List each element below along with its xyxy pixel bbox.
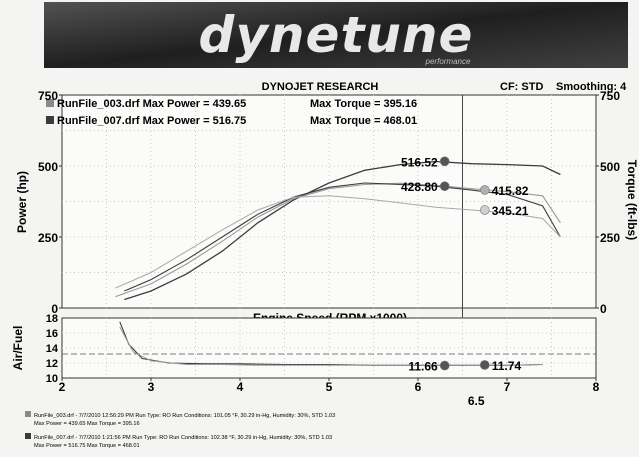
- power-torque-series: [115, 160, 561, 301]
- x-axis-ticks: 2 3 4 5 6 7 8: [59, 378, 600, 394]
- annotation-marker: [479, 205, 490, 215]
- legend-entry-run003: RunFile_003.drf Max Power = 439.65: [57, 98, 246, 110]
- y-tick-label: 0: [51, 302, 58, 316]
- legend-entry-run007: RunFile_007.drf Max Power = 516.75: [57, 115, 246, 127]
- y-axis-label: Power (hp): [15, 171, 29, 233]
- afr-tick-label: 16: [46, 328, 58, 340]
- legend-swatch-run003: [46, 99, 54, 107]
- banner: dynetune performance: [44, 2, 628, 68]
- power-axis-ticks: 0 250 500 750 0 250 500 750: [38, 89, 620, 316]
- footer-run003-line1: RunFile_003.drf - 7/7/2010 12:56:29 PM R…: [34, 413, 335, 419]
- smoothing-label: Smoothing: 4: [556, 81, 627, 93]
- afr-annotation-marker: [479, 360, 490, 370]
- y-tick-label: 750: [38, 89, 58, 103]
- series-line-3: [115, 195, 561, 289]
- series-line-1: [115, 182, 561, 298]
- afr-annotations: 11.66 11.74: [408, 359, 521, 374]
- x-tick-label: 2: [59, 380, 66, 394]
- cf-label: CF: STD: [500, 81, 543, 93]
- power-torque-annotations: 516.52 428.80 415.82 345.21: [401, 155, 529, 218]
- x-tick-label: 8: [593, 380, 600, 394]
- footer-run003-line2: Max Power = 439.65 Max Torque = 395.16: [34, 421, 140, 427]
- series-line-2: [124, 182, 561, 292]
- y-tick-label: 250: [38, 231, 58, 245]
- afr-plot-grid: [62, 318, 596, 378]
- chart-title: DYNOJET RESEARCH: [262, 81, 379, 93]
- annotation-label: 428.80: [401, 180, 438, 194]
- afr-tick-label: 14: [46, 343, 59, 355]
- y-tick-label: 500: [38, 160, 58, 174]
- footer-swatch-run007: [25, 433, 31, 439]
- y2-tick-label: 500: [600, 160, 620, 174]
- x-tick-label: 6: [415, 380, 422, 394]
- afr-axis-label: Air/Fuel: [11, 326, 25, 371]
- x-tick-label: 5: [326, 380, 333, 394]
- x-tick-label: 7: [504, 380, 511, 394]
- afr-annotation-label: 11.74: [492, 359, 522, 373]
- run-footer: RunFile_003.drf - 7/7/2010 12:56:29 PM R…: [25, 411, 335, 449]
- afr-axis-ticks: 10 12 14 16 18: [46, 313, 59, 385]
- cursor-rpm-label: 6.5: [468, 394, 485, 408]
- series-line-0: [124, 160, 561, 301]
- annotation-marker: [479, 185, 490, 195]
- footer-run007-line1: RunFile_007.drf - 7/7/2010 1:21:56 PM Ru…: [34, 435, 332, 441]
- legend-swatch-run007: [46, 116, 54, 124]
- afr-annotation-marker: [439, 360, 450, 371]
- x-tick-label: 4: [237, 380, 244, 394]
- x-tick-label: 3: [148, 380, 155, 394]
- y2-axis-label: Torque (ft-lbs): [625, 160, 639, 240]
- banner-logo: dynetune: [199, 6, 474, 64]
- y2-tick-label: 250: [600, 231, 620, 245]
- afr-tick-label: 12: [46, 358, 58, 370]
- legend-torque-run003: Max Torque = 395.16: [310, 98, 417, 110]
- banner-logo-sub: performance: [425, 57, 471, 66]
- y2-tick-label: 750: [600, 89, 620, 103]
- banner-sheen: [44, 2, 628, 68]
- afr-tick-label: 18: [46, 313, 58, 325]
- legend: RunFile_003.drf Max Power = 439.65 Max T…: [46, 98, 417, 127]
- afr-series: [119, 321, 543, 366]
- annotation-label: 345.21: [492, 204, 529, 218]
- footer-swatch-run003: [25, 411, 31, 417]
- afr-series-line-1: [119, 326, 543, 366]
- footer-run007-line2: Max Power = 516.75 Max Torque = 468.01: [34, 443, 140, 449]
- afr-annotation-label: 11.66: [408, 360, 438, 374]
- annotation-marker: [439, 156, 450, 167]
- afr-tick-label: 10: [46, 373, 58, 385]
- y2-tick-label: 0: [600, 302, 607, 316]
- annotation-label: 415.82: [492, 184, 529, 198]
- annotation-marker: [439, 181, 450, 192]
- legend-torque-run007: Max Torque = 468.01: [310, 115, 417, 127]
- annotation-label: 516.52: [401, 155, 438, 169]
